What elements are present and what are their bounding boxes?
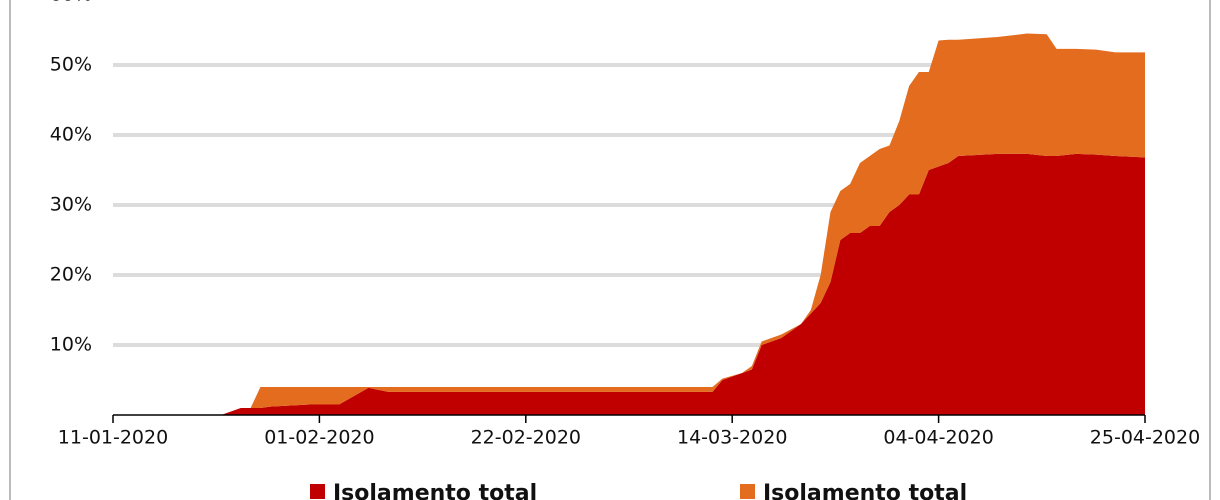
legend-swatch <box>740 484 755 499</box>
y-tick-label: 60% <box>50 0 92 6</box>
y-tick-label: 50% <box>50 54 92 76</box>
area <box>113 33 1145 415</box>
x-tick-label: 25-04-2020 <box>1090 427 1200 449</box>
x-tick-label: 01-02-2020 <box>264 427 374 449</box>
y-tick-label: 40% <box>50 124 92 146</box>
y-tick-label: 30% <box>50 194 92 216</box>
area <box>113 153 1145 415</box>
x-tick-label: 04-04-2020 <box>883 427 993 449</box>
x-tick-label: 14-03-2020 <box>677 427 787 449</box>
legend-swatch <box>310 484 325 499</box>
grid <box>113 63 1145 347</box>
axes: 10% 20% 30% 40% 50% 60% 11-01-2020 01-02-2020 22… <box>50 0 1200 449</box>
legend: Isolamento total Isolamento total <box>310 481 967 500</box>
x-tick-label: 22-02-2020 <box>471 427 581 449</box>
y-tick-label: 10% <box>50 334 92 356</box>
areas <box>113 33 1145 415</box>
x-tick-label: 11-01-2020 <box>58 427 168 449</box>
y-tick-label: 20% <box>50 264 92 286</box>
legend-label: Isolamento total <box>333 481 537 500</box>
legend-label: Isolamento total <box>763 481 967 500</box>
